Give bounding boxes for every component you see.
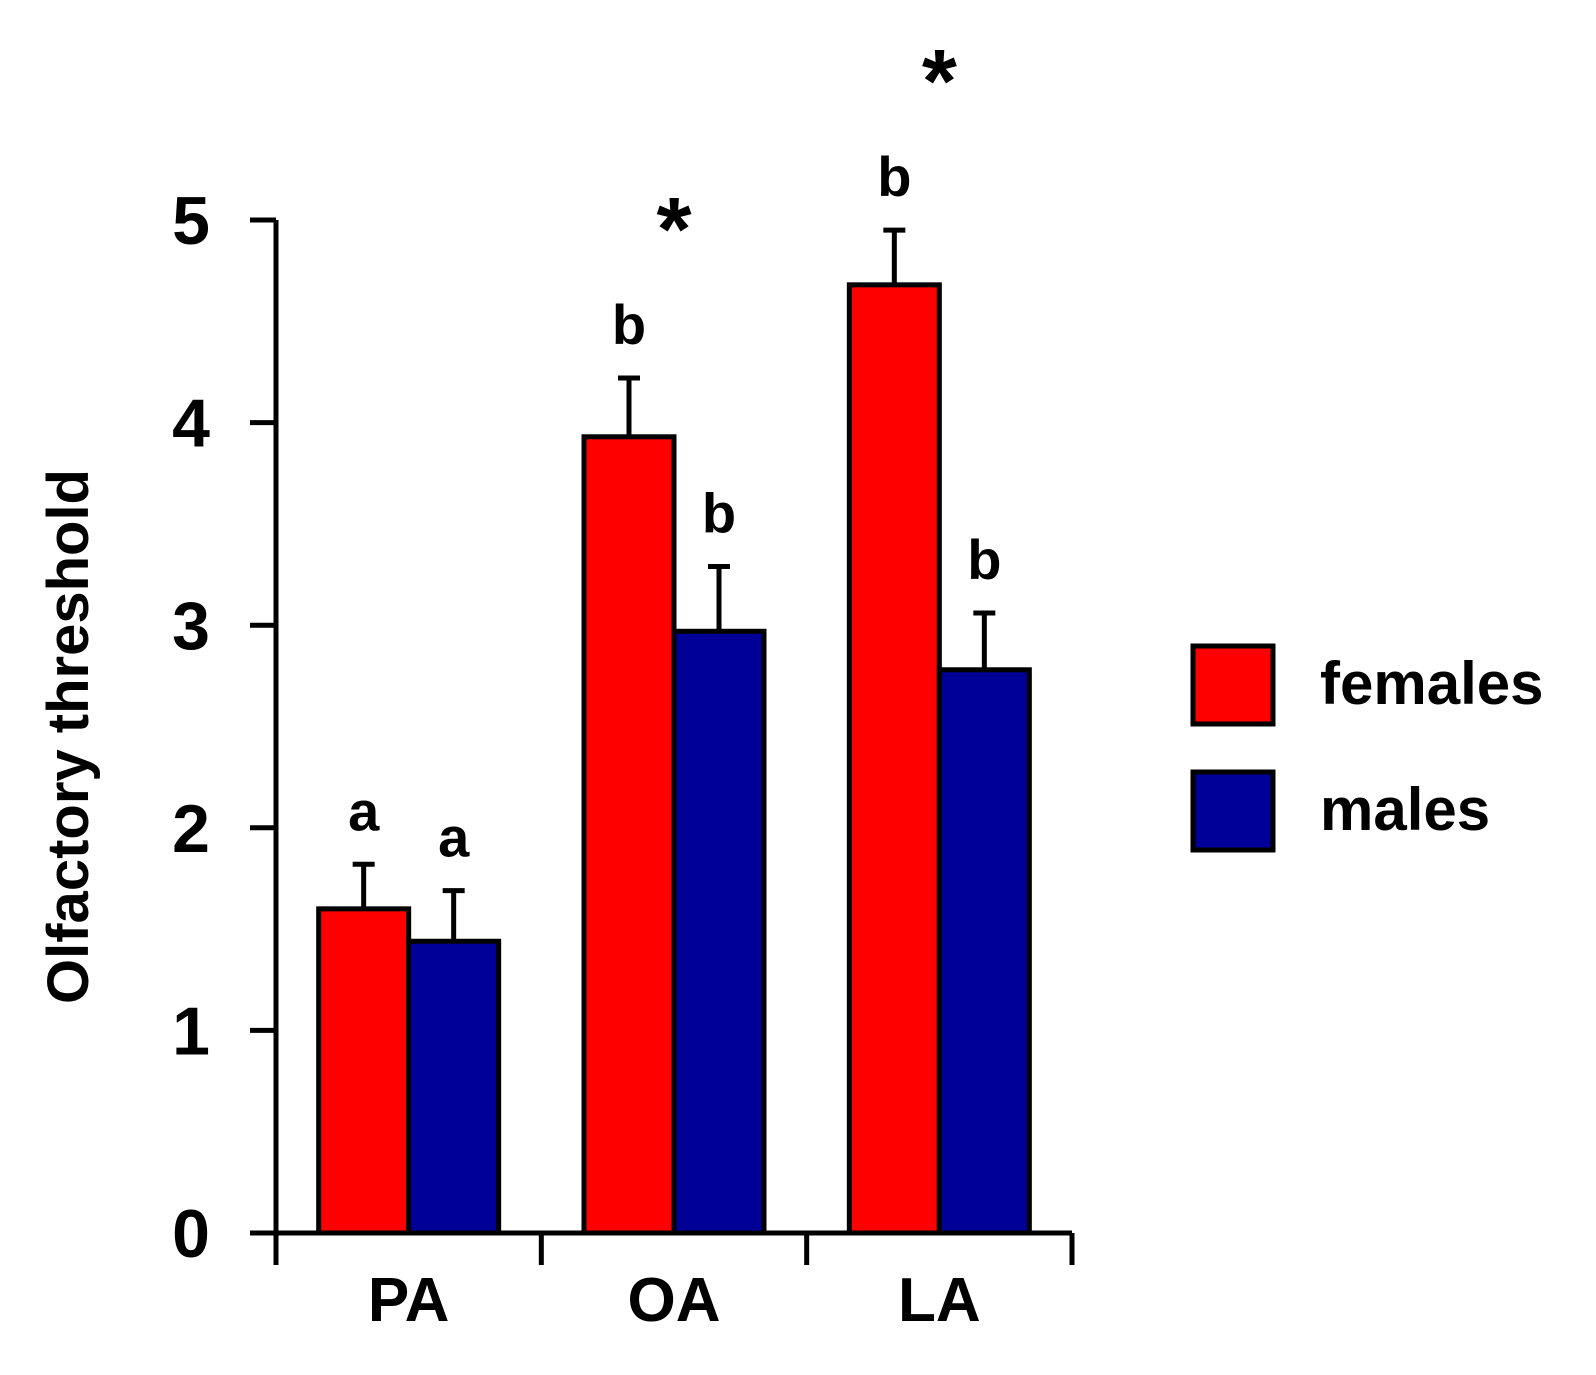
legend-label-females: females: [1320, 650, 1543, 717]
bar-males-PA: [406, 938, 502, 1236]
bar-females-LA: [846, 282, 942, 1236]
error-bars: [352, 227, 996, 942]
bars: [316, 282, 1032, 1236]
significance-asterisk-LA: *: [922, 32, 957, 132]
group-letter-males-PA: a: [438, 806, 470, 869]
y-axis-title: Olfactory threshold: [36, 469, 101, 1004]
group-letter-males-LA: b: [967, 528, 1001, 591]
x-tick-label: LA: [898, 1266, 981, 1335]
legend-label-males: males: [1320, 776, 1490, 843]
bar-males-LA: [936, 667, 1032, 1236]
bar-males-OA: [671, 628, 767, 1236]
significance-asterisk-OA: *: [656, 180, 691, 280]
group-letter-females-OA: b: [612, 293, 646, 356]
x-tick-label: PA: [368, 1266, 450, 1335]
legend: females males: [1190, 643, 1543, 853]
y-tick-label: 3: [172, 588, 210, 664]
bar-annotations: a abb*bb*: [348, 32, 1001, 868]
group-letter-females-PA: a: [348, 779, 380, 842]
y-tick-label: 5: [172, 183, 210, 259]
bar-females-PA: [316, 906, 412, 1236]
legend-swatch-males: [1190, 769, 1276, 853]
group-letter-females-LA: b: [877, 145, 911, 208]
group-letter-males-OA: b: [702, 481, 736, 544]
legend-swatch-females: [1190, 643, 1276, 727]
x-tick-label: OA: [628, 1266, 721, 1335]
y-tick-label: 4: [172, 386, 210, 462]
y-tick-label: 2: [172, 791, 210, 867]
axes: 0 1 2 3 4 5 Olfactory threshold PA OA LA: [36, 183, 1075, 1335]
y-tick-label: 1: [172, 993, 210, 1069]
y-tick-label: 0: [172, 1196, 210, 1272]
bar-females-OA: [581, 434, 677, 1236]
